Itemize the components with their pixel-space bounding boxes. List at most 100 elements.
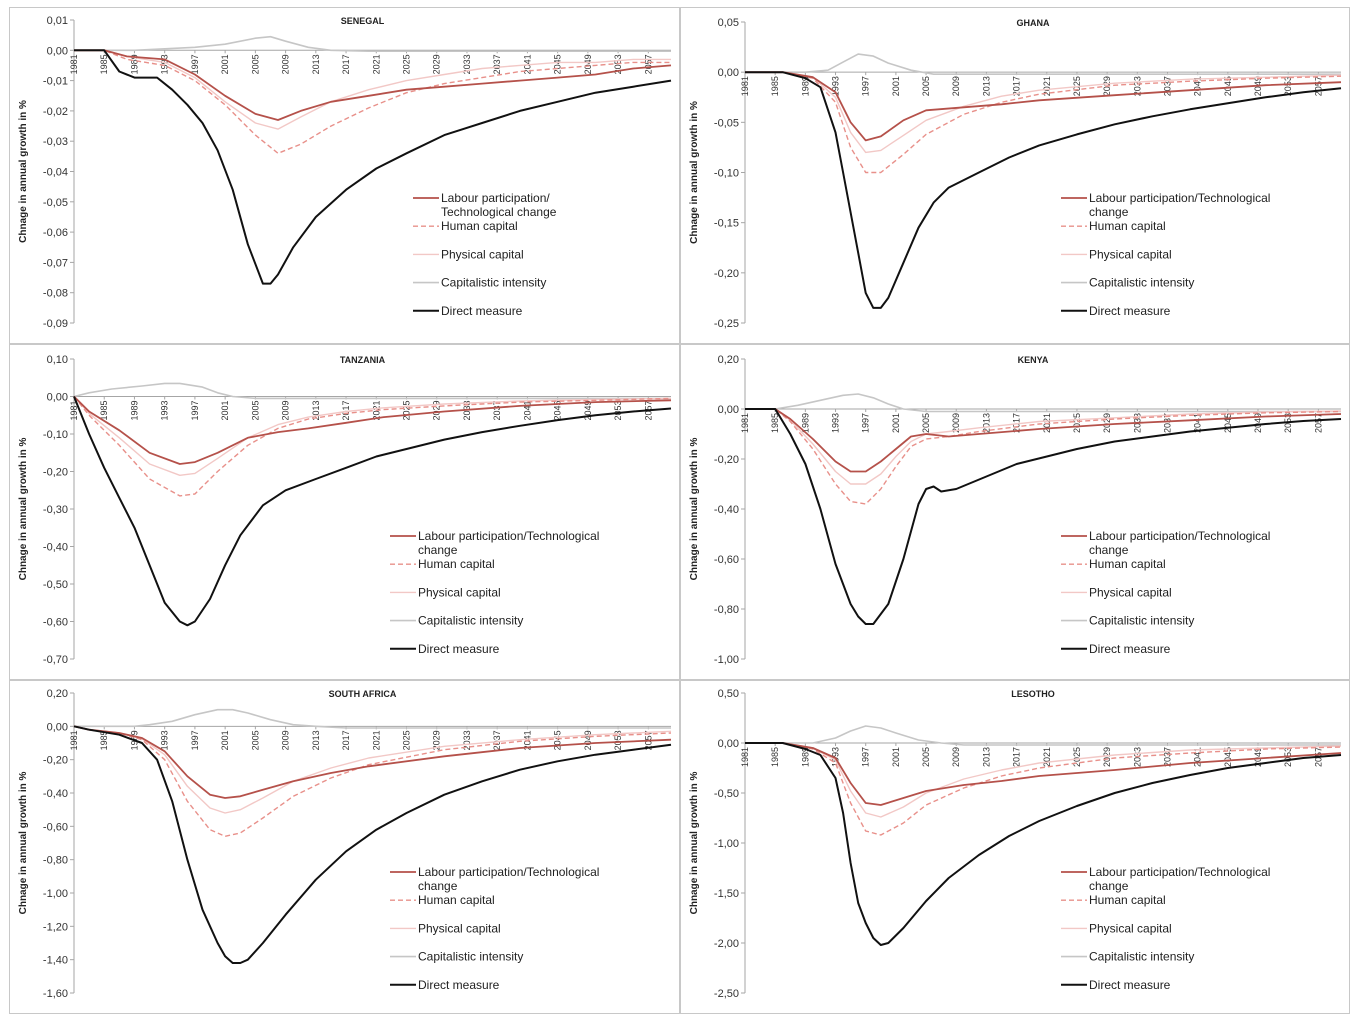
series-line-human (74, 49, 671, 154)
x-tick-label: 2005 (250, 54, 260, 74)
x-tick-label: 1993 (160, 401, 170, 421)
chart-svg-tanzania: TANZANIA Chnage in annual growth in % 0,10… (18, 354, 672, 666)
x-tick-label: 2025 (402, 401, 412, 421)
y-tick-label: -0,20 (43, 467, 68, 479)
series-line-physical (745, 71, 1342, 154)
x-tick-label: 2037 (492, 401, 502, 421)
y-tick-label: -1,60 (43, 988, 68, 1000)
x-tick-label: 1985 (99, 730, 109, 750)
x-tick-label: 2041 (1193, 76, 1203, 96)
x-tick-label: 2049 (583, 54, 593, 74)
y-tick-label: -0,05 (43, 197, 68, 209)
x-tick-label: 2009 (281, 54, 291, 74)
x-tick-label: 2013 (981, 413, 991, 433)
x-tick-label: 1997 (190, 730, 200, 750)
x-tick-label: 1989 (800, 413, 810, 433)
x-tick-label: 1989 (800, 76, 810, 96)
series-line-human (73, 725, 672, 837)
y-axis-label: Chnage in annual growth in % (18, 438, 29, 581)
x-tick-label: 2001 (220, 730, 230, 750)
series-line-physical (745, 408, 1342, 485)
y-tick-label: 0,00 (47, 721, 68, 733)
y-tick-label: -0,05 (714, 117, 739, 129)
x-tick-label: 1993 (160, 54, 170, 74)
chart-panel-ghana: GHANA Chnage in annual growth in % 0,05 0,0… (680, 7, 1350, 344)
chart-panel-lesotho: LESOTHO Chnage in annual growth in % 0,50 0… (680, 680, 1350, 1014)
x-tick-label: 2013 (311, 401, 321, 421)
x-tick-label: 2021 (371, 730, 381, 750)
y-tick-label: -1,50 (714, 888, 739, 900)
x-tick-label: 2013 (981, 76, 991, 96)
series-line-capital (73, 382, 671, 400)
y-tick-label: 0,05 (718, 17, 739, 29)
legend-label-capital: Capitalistic intensity (441, 276, 546, 290)
series-line-physical (745, 742, 1342, 818)
x-tick-label: 2017 (341, 401, 351, 421)
legend-label-direct: Direct measure (1089, 304, 1171, 318)
chart-svg-lesotho: LESOTHO Chnage in annual growth in % 0,50 0… (689, 688, 1342, 1000)
legend-label-labour: Labour participation/Technological chang… (441, 191, 557, 219)
legend-label-labour: Labour participation/Technological change (418, 529, 599, 557)
y-tick-label: -0,80 (43, 855, 68, 867)
series-line-direct (73, 725, 672, 964)
chart-title: KENYA (1018, 355, 1049, 365)
y-tick-label: 0,50 (718, 688, 739, 700)
y-tick-label: -1,00 (714, 654, 739, 666)
x-tick-label: 2025 (402, 54, 412, 74)
x-tick-label: 2017 (1012, 76, 1022, 96)
x-tick-label: 1993 (831, 413, 841, 433)
series-line-direct (745, 408, 1342, 625)
y-tick-label: -0,09 (43, 318, 68, 330)
x-tick-label: 2025 (402, 730, 412, 750)
y-tick-label: -2,00 (714, 938, 739, 950)
series-line-capital (74, 708, 671, 729)
legend-label-capital: Capitalistic intensity (1089, 276, 1194, 290)
x-tick-label: 2005 (921, 413, 931, 433)
x-tick-label: 2013 (981, 747, 991, 767)
y-tick-label: -0,30 (43, 504, 68, 516)
x-tick-label: 2009 (951, 76, 961, 96)
chart-svg-senegal: SENEGAL Chnage in annual growth in % 0,01 0… (18, 15, 672, 330)
chart-title: SOUTH AFRICA (329, 689, 397, 699)
chart-title: GHANA (1017, 18, 1050, 28)
legend-label-physical: Physical capital (1089, 921, 1172, 935)
y-axis-label: Chnage in annual growth in % (18, 100, 29, 243)
y-tick-label: -0,40 (43, 788, 68, 800)
series-line-capital (745, 53, 1341, 75)
y-tick-label: -0,60 (43, 617, 68, 629)
y-tick-label: -0,50 (714, 788, 739, 800)
y-tick-label: -1,00 (43, 888, 68, 900)
x-tick-label: 1993 (160, 730, 170, 750)
x-tick-label: 1997 (861, 413, 871, 433)
x-tick-label: 2049 (1253, 413, 1263, 433)
x-tick-label: 2009 (951, 747, 961, 767)
x-tick-label: 2025 (1072, 413, 1082, 433)
y-tick-label: -1,00 (714, 838, 739, 850)
y-tick-label: -0,70 (43, 654, 68, 666)
y-tick-label: 0,00 (718, 67, 739, 79)
y-tick-label: -0,06 (43, 227, 68, 239)
y-tick-label: -0,01 (43, 76, 68, 88)
series-line-labour (745, 408, 1342, 473)
legend-label-direct: Direct measure (1089, 642, 1171, 656)
legend-label-direct: Direct measure (441, 304, 523, 318)
series-line-direct (745, 742, 1342, 946)
y-tick-label: -0,10 (714, 168, 739, 180)
legend-label-labour: Labour participation/Technological change (1089, 191, 1270, 219)
y-tick-label: -0,60 (43, 821, 68, 833)
x-tick-label: 1981 (69, 730, 79, 750)
x-tick-label: 2045 (553, 730, 563, 750)
y-tick-label: -2,50 (714, 988, 739, 1000)
x-tick-label: 2009 (281, 401, 291, 421)
x-tick-label: 2005 (250, 401, 260, 421)
x-tick-label: 1981 (69, 54, 79, 74)
chart-svg-south-africa: SOUTH AFRICA Chnage in annual growth in %… (18, 688, 672, 1000)
x-tick-label: 2037 (1162, 76, 1172, 96)
x-tick-label: 2001 (891, 747, 901, 767)
y-tick-label: 0,00 (47, 392, 68, 404)
y-tick-label: 0,01 (47, 15, 68, 27)
x-tick-label: 2037 (1162, 747, 1172, 767)
x-tick-label: 1981 (740, 76, 750, 96)
chart-panel-senegal: SENEGAL Chnage in annual growth in % 0,01 0… (9, 7, 680, 344)
x-tick-label: 2033 (462, 54, 472, 74)
